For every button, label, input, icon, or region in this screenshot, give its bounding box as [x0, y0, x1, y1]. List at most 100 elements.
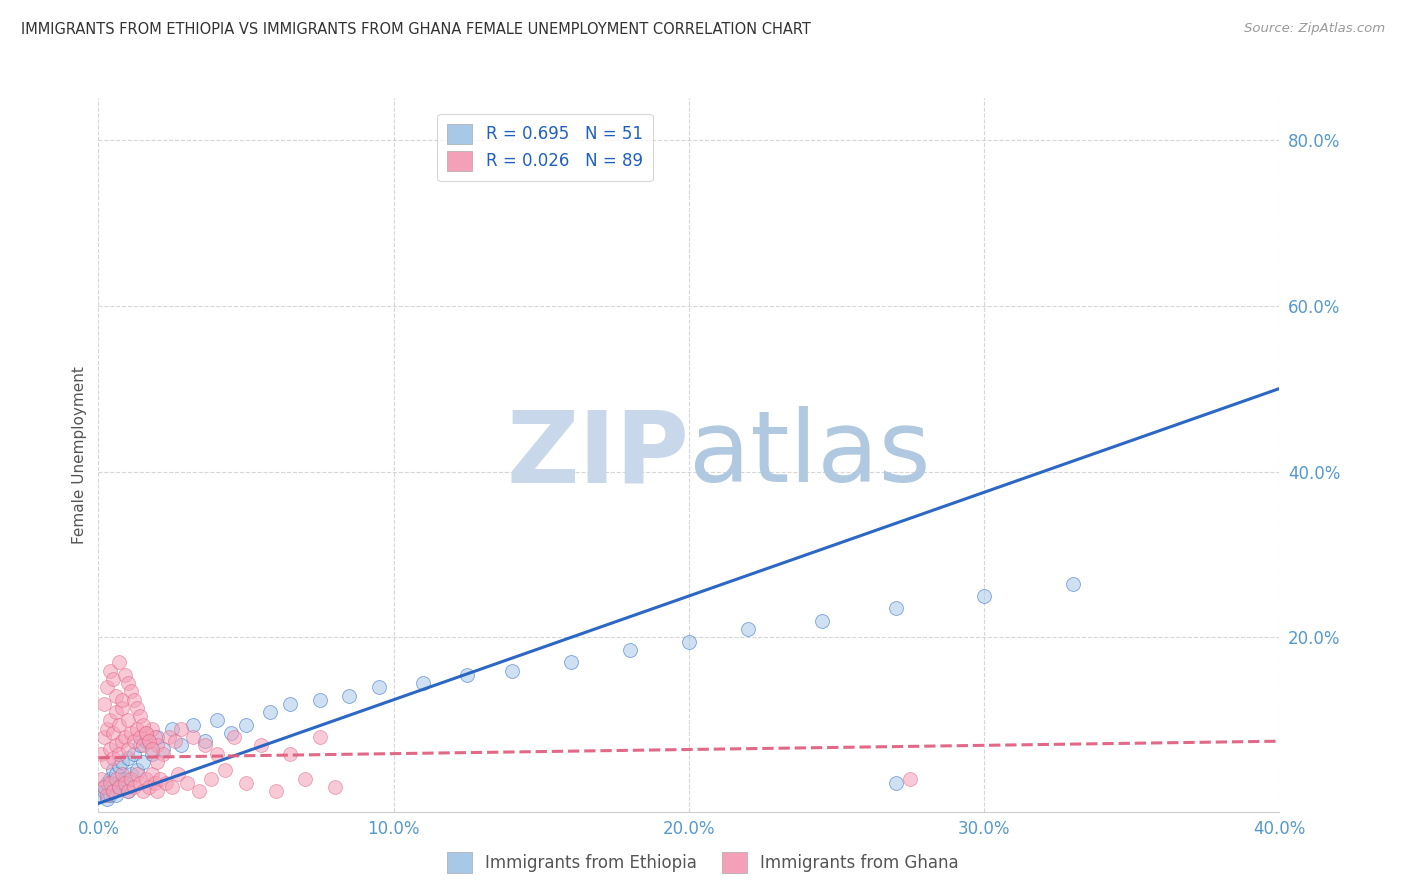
- Point: [117, 751, 139, 765]
- Point: [259, 705, 281, 719]
- Point: [96, 755, 118, 769]
- Point: [125, 701, 148, 715]
- Point: [108, 759, 131, 773]
- Point: [125, 767, 148, 781]
- Point: [235, 717, 257, 731]
- Point: [114, 775, 136, 789]
- Point: [135, 726, 157, 740]
- Point: [194, 734, 217, 748]
- Text: IMMIGRANTS FROM ETHIOPIA VS IMMIGRANTS FROM GHANA FEMALE UNEMPLOYMENT CORRELATIO: IMMIGRANTS FROM ETHIOPIA VS IMMIGRANTS F…: [21, 22, 811, 37]
- Y-axis label: Female Unemployment: Female Unemployment: [72, 366, 87, 544]
- Point: [122, 692, 145, 706]
- Point: [120, 684, 142, 698]
- Point: [138, 734, 160, 748]
- Point: [200, 772, 222, 786]
- Point: [117, 714, 139, 728]
- Point: [205, 747, 228, 761]
- Point: [114, 668, 136, 682]
- Point: [176, 775, 198, 789]
- Point: [98, 714, 121, 728]
- Point: [162, 780, 183, 794]
- Point: [96, 792, 118, 806]
- Point: [205, 714, 228, 728]
- Point: [117, 742, 139, 756]
- Point: [141, 767, 163, 781]
- Point: [339, 689, 361, 703]
- Point: [973, 589, 995, 603]
- Point: [146, 739, 169, 753]
- Point: [105, 689, 128, 703]
- Point: [132, 755, 155, 769]
- Point: [98, 664, 121, 678]
- Point: [98, 775, 121, 789]
- Point: [235, 775, 257, 789]
- Point: [122, 734, 145, 748]
- Point: [125, 722, 148, 736]
- Point: [120, 726, 142, 740]
- Point: [103, 726, 125, 740]
- Point: [678, 634, 700, 648]
- Point: [501, 664, 523, 678]
- Point: [105, 739, 128, 753]
- Point: [93, 780, 115, 794]
- Point: [141, 722, 163, 736]
- Point: [132, 717, 155, 731]
- Point: [108, 780, 131, 794]
- Point: [117, 784, 139, 798]
- Point: [138, 734, 160, 748]
- Point: [96, 775, 118, 789]
- Point: [93, 730, 115, 744]
- Legend: Immigrants from Ethiopia, Immigrants from Ghana: Immigrants from Ethiopia, Immigrants fro…: [440, 846, 966, 880]
- Point: [103, 784, 125, 798]
- Point: [128, 730, 150, 744]
- Point: [309, 692, 332, 706]
- Point: [214, 763, 236, 777]
- Point: [152, 747, 174, 761]
- Point: [181, 717, 204, 731]
- Point: [103, 784, 125, 798]
- Point: [98, 742, 121, 756]
- Point: [181, 730, 204, 744]
- Point: [90, 772, 112, 786]
- Point: [1062, 576, 1084, 591]
- Point: [111, 692, 134, 706]
- Text: ZIP: ZIP: [506, 407, 689, 503]
- Point: [280, 697, 302, 711]
- Point: [187, 784, 209, 798]
- Point: [619, 643, 641, 657]
- Point: [132, 739, 155, 753]
- Point: [146, 755, 169, 769]
- Point: [884, 775, 907, 789]
- Point: [141, 747, 163, 761]
- Legend: R = 0.695   N = 51, R = 0.026   N = 89: R = 0.695 N = 51, R = 0.026 N = 89: [437, 113, 652, 181]
- Point: [105, 788, 128, 802]
- Point: [105, 705, 128, 719]
- Point: [157, 730, 180, 744]
- Point: [103, 763, 125, 777]
- Point: [224, 730, 246, 744]
- Point: [111, 734, 134, 748]
- Point: [120, 772, 142, 786]
- Point: [884, 601, 907, 615]
- Point: [128, 709, 150, 723]
- Point: [128, 739, 150, 753]
- Point: [111, 767, 134, 781]
- Point: [111, 755, 134, 769]
- Point: [96, 722, 118, 736]
- Point: [141, 742, 163, 756]
- Point: [108, 717, 131, 731]
- Point: [162, 722, 183, 736]
- Point: [98, 788, 121, 802]
- Point: [309, 730, 332, 744]
- Point: [90, 747, 112, 761]
- Point: [368, 680, 391, 694]
- Point: [108, 780, 131, 794]
- Point: [146, 784, 169, 798]
- Point: [170, 739, 193, 753]
- Point: [138, 780, 160, 794]
- Point: [149, 772, 172, 786]
- Point: [122, 747, 145, 761]
- Point: [122, 780, 145, 794]
- Point: [120, 767, 142, 781]
- Point: [280, 747, 302, 761]
